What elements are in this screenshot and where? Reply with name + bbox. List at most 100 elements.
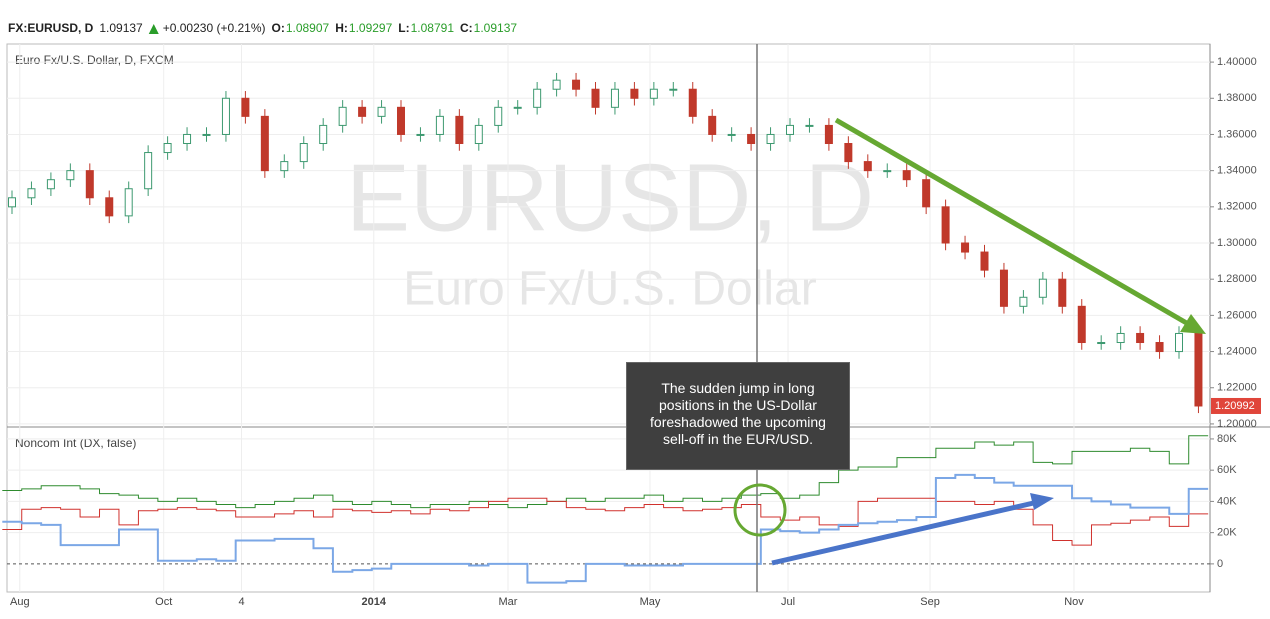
candle-body	[863, 161, 872, 172]
y-tick-label: 1.28000	[1217, 273, 1257, 285]
candle-body	[610, 88, 619, 108]
candle-body	[46, 179, 55, 190]
trend-arrow	[771, 499, 1039, 566]
y-tick-label: 40K	[1217, 495, 1237, 507]
x-tick-label: 2014	[362, 596, 387, 608]
y-tick-label: 1.30000	[1217, 237, 1257, 249]
x-tick-label: 4	[238, 596, 244, 608]
step-line	[2, 497, 1209, 546]
candle-body	[105, 197, 114, 217]
symbol: FX:EURUSD, D	[8, 21, 94, 35]
candle-body	[241, 97, 250, 117]
candle-body	[85, 170, 94, 199]
candle-body	[786, 124, 794, 135]
y-tick-label: 1.40000	[1217, 56, 1257, 68]
candle-body	[27, 188, 36, 199]
x-tick-label: May	[640, 596, 661, 608]
candle-body	[980, 251, 989, 271]
x-tick-label: Aug	[10, 596, 30, 608]
candle-body	[1116, 332, 1125, 344]
candle-body	[533, 88, 542, 108]
candle-body	[572, 79, 581, 90]
candle-body	[163, 143, 172, 154]
candle-body	[397, 106, 405, 135]
ohlc-label: L:	[398, 21, 409, 35]
arrow-head	[1030, 493, 1054, 510]
x-tick-label: Oct	[155, 596, 172, 608]
candle-body	[1058, 278, 1067, 307]
candle-body	[727, 133, 736, 136]
header: FX:EURUSD, D 1.09137 +0.00230 (+0.21%) O: 1.…	[8, 21, 517, 35]
candle-body	[435, 115, 444, 135]
candle-body	[591, 88, 600, 108]
candle-body	[805, 124, 814, 127]
x-tick-label: Jul	[781, 596, 795, 608]
candle-body	[766, 133, 775, 145]
candle-body	[1155, 342, 1164, 353]
up-triangle	[148, 24, 159, 34]
ohlc-value: 1.09297	[349, 21, 393, 35]
candle-body	[630, 88, 639, 99]
candle-body	[455, 115, 464, 145]
candle-body	[669, 88, 678, 91]
y-tick-label: 0	[1217, 558, 1223, 570]
candle-body	[902, 170, 911, 181]
pane-title: Euro Fx/U.S. Dollar, D, FXCM	[15, 53, 174, 67]
candle-body	[299, 143, 308, 163]
step-line	[2, 473, 1209, 584]
candle-body	[824, 124, 833, 145]
pane-title: Noncom Int (DX, false)	[15, 436, 136, 450]
candle-body	[260, 115, 269, 172]
candle-body	[280, 161, 289, 172]
candle-body	[377, 106, 386, 117]
candle-body	[1077, 305, 1086, 344]
y-tick-label: 1.38000	[1217, 92, 1257, 104]
candle-body	[416, 133, 425, 136]
candle-body	[183, 133, 192, 145]
ohlc-value: 1.08907	[286, 21, 330, 35]
candle-body	[202, 133, 211, 136]
last-price-tag	[1211, 397, 1261, 414]
candle-body	[124, 188, 133, 217]
candle-body	[961, 242, 970, 253]
y-tick-label: 1.34000	[1217, 165, 1257, 177]
ohlc-value: 1.08791	[411, 21, 455, 35]
candle-body	[1097, 342, 1106, 345]
x-tick-label: Sep	[920, 596, 940, 608]
x-tick-label: Mar	[498, 596, 517, 608]
trend-arrow	[834, 117, 1192, 328]
candle-body	[883, 170, 892, 173]
candle-body	[649, 88, 658, 99]
x-tick-label: Nov	[1064, 596, 1084, 608]
y-tick-label: 1.24000	[1217, 345, 1257, 357]
candle-body	[552, 79, 561, 90]
candle-body	[358, 106, 367, 117]
y-tick-label: 80K	[1217, 433, 1237, 445]
candle-body	[708, 115, 717, 135]
candle-body	[922, 179, 931, 208]
candle-body	[747, 133, 756, 145]
ohlc-label: C:	[460, 21, 473, 35]
ohlc-label: H:	[335, 21, 348, 35]
change: +0.00230 (+0.21%)	[163, 21, 266, 35]
y-tick-label: 1.26000	[1217, 309, 1257, 321]
candle-body	[494, 106, 503, 126]
candle-body	[844, 143, 853, 163]
plot-area: Aug Oct 4 2014 Mar May Jul Sep Nov 1.20000 1.22000…	[2, 44, 1261, 608]
candle-body	[1019, 296, 1028, 307]
highlight-circle	[733, 483, 787, 537]
candle-body	[8, 197, 16, 208]
candle-body	[338, 106, 347, 126]
step-line	[2, 435, 1209, 509]
candle-body	[999, 269, 1008, 307]
candle-body	[688, 88, 697, 117]
candle-body	[1038, 278, 1047, 298]
y-tick-label: 1.32000	[1217, 201, 1257, 213]
last-price: 1.09137	[99, 21, 143, 35]
y-tick-label: 1.20000	[1217, 418, 1257, 430]
candle-body	[319, 124, 328, 145]
watermark-subtitle: Euro Fx/U.S. Dollar	[403, 263, 816, 316]
candle-body	[1136, 332, 1145, 344]
